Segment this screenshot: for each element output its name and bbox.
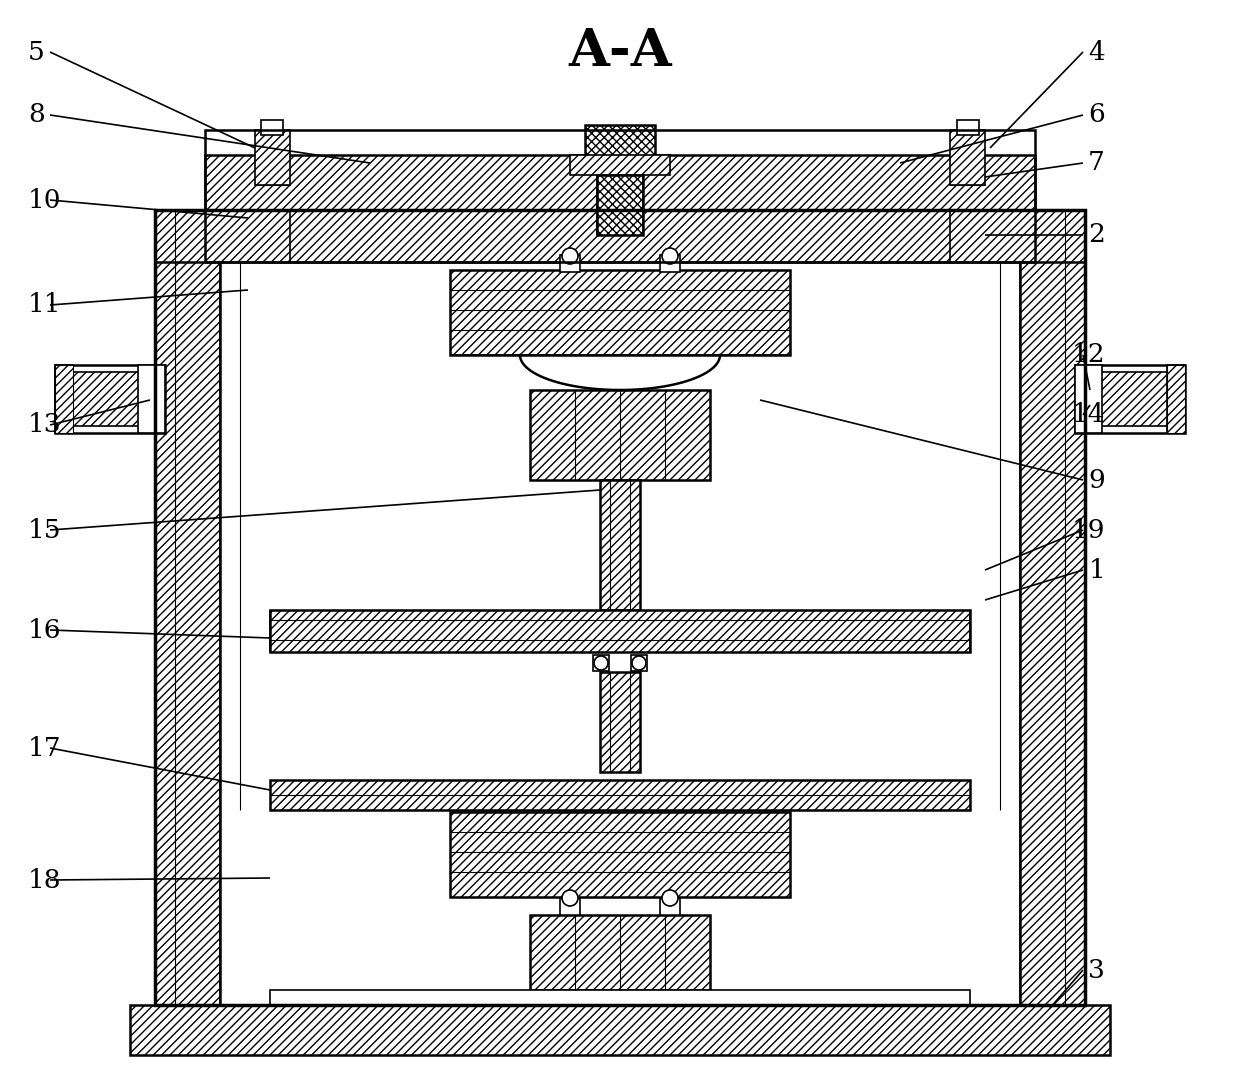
Text: 15: 15: [29, 518, 62, 543]
Text: 19: 19: [1071, 518, 1105, 543]
Text: 10: 10: [29, 188, 62, 213]
Text: 13: 13: [29, 413, 62, 438]
Text: A-A: A-A: [568, 26, 672, 78]
Text: 14: 14: [1071, 403, 1105, 427]
Bar: [660, 898, 680, 916]
Bar: [1167, 365, 1185, 434]
Bar: [596, 175, 644, 235]
Bar: [1100, 372, 1171, 426]
Bar: [255, 130, 290, 185]
Bar: [957, 120, 980, 135]
Bar: [570, 155, 670, 175]
Bar: [270, 610, 970, 652]
Bar: [1075, 365, 1185, 434]
Bar: [600, 480, 640, 610]
Text: 17: 17: [29, 736, 62, 760]
Bar: [950, 130, 985, 185]
Bar: [1075, 365, 1102, 434]
Bar: [155, 210, 1085, 1005]
Text: 1: 1: [1089, 558, 1105, 582]
Bar: [593, 655, 609, 670]
Text: 9: 9: [1089, 467, 1105, 492]
Text: 11: 11: [29, 293, 62, 318]
Bar: [155, 210, 219, 1005]
Circle shape: [632, 656, 646, 670]
Circle shape: [562, 890, 578, 906]
Bar: [55, 365, 73, 434]
Bar: [529, 915, 711, 990]
Bar: [130, 1005, 1110, 1055]
Text: 6: 6: [1089, 103, 1105, 128]
Bar: [138, 365, 165, 434]
Bar: [270, 990, 970, 1005]
Circle shape: [562, 248, 578, 264]
Bar: [69, 372, 140, 426]
Bar: [529, 390, 711, 480]
Text: 18: 18: [29, 867, 62, 892]
Bar: [1021, 210, 1085, 1005]
Circle shape: [662, 248, 678, 264]
Bar: [55, 365, 73, 434]
Text: 3: 3: [1089, 958, 1105, 983]
Bar: [155, 210, 1085, 262]
Bar: [450, 270, 790, 355]
Text: 8: 8: [29, 103, 45, 128]
Bar: [450, 812, 790, 897]
Bar: [270, 780, 970, 810]
Text: 4: 4: [1089, 39, 1105, 64]
Bar: [560, 256, 580, 272]
Bar: [560, 898, 580, 916]
Text: 16: 16: [29, 617, 62, 642]
Bar: [55, 365, 165, 434]
Bar: [260, 120, 283, 135]
Text: 5: 5: [29, 39, 45, 64]
Bar: [205, 130, 1035, 262]
Circle shape: [594, 656, 608, 670]
Bar: [1167, 365, 1185, 434]
Bar: [600, 672, 640, 772]
Text: 12: 12: [1071, 343, 1105, 368]
Bar: [205, 155, 1035, 210]
Circle shape: [662, 890, 678, 906]
Bar: [631, 655, 647, 670]
Bar: [660, 256, 680, 272]
Text: 7: 7: [1089, 151, 1105, 176]
Text: 2: 2: [1089, 223, 1105, 248]
Bar: [585, 124, 655, 165]
